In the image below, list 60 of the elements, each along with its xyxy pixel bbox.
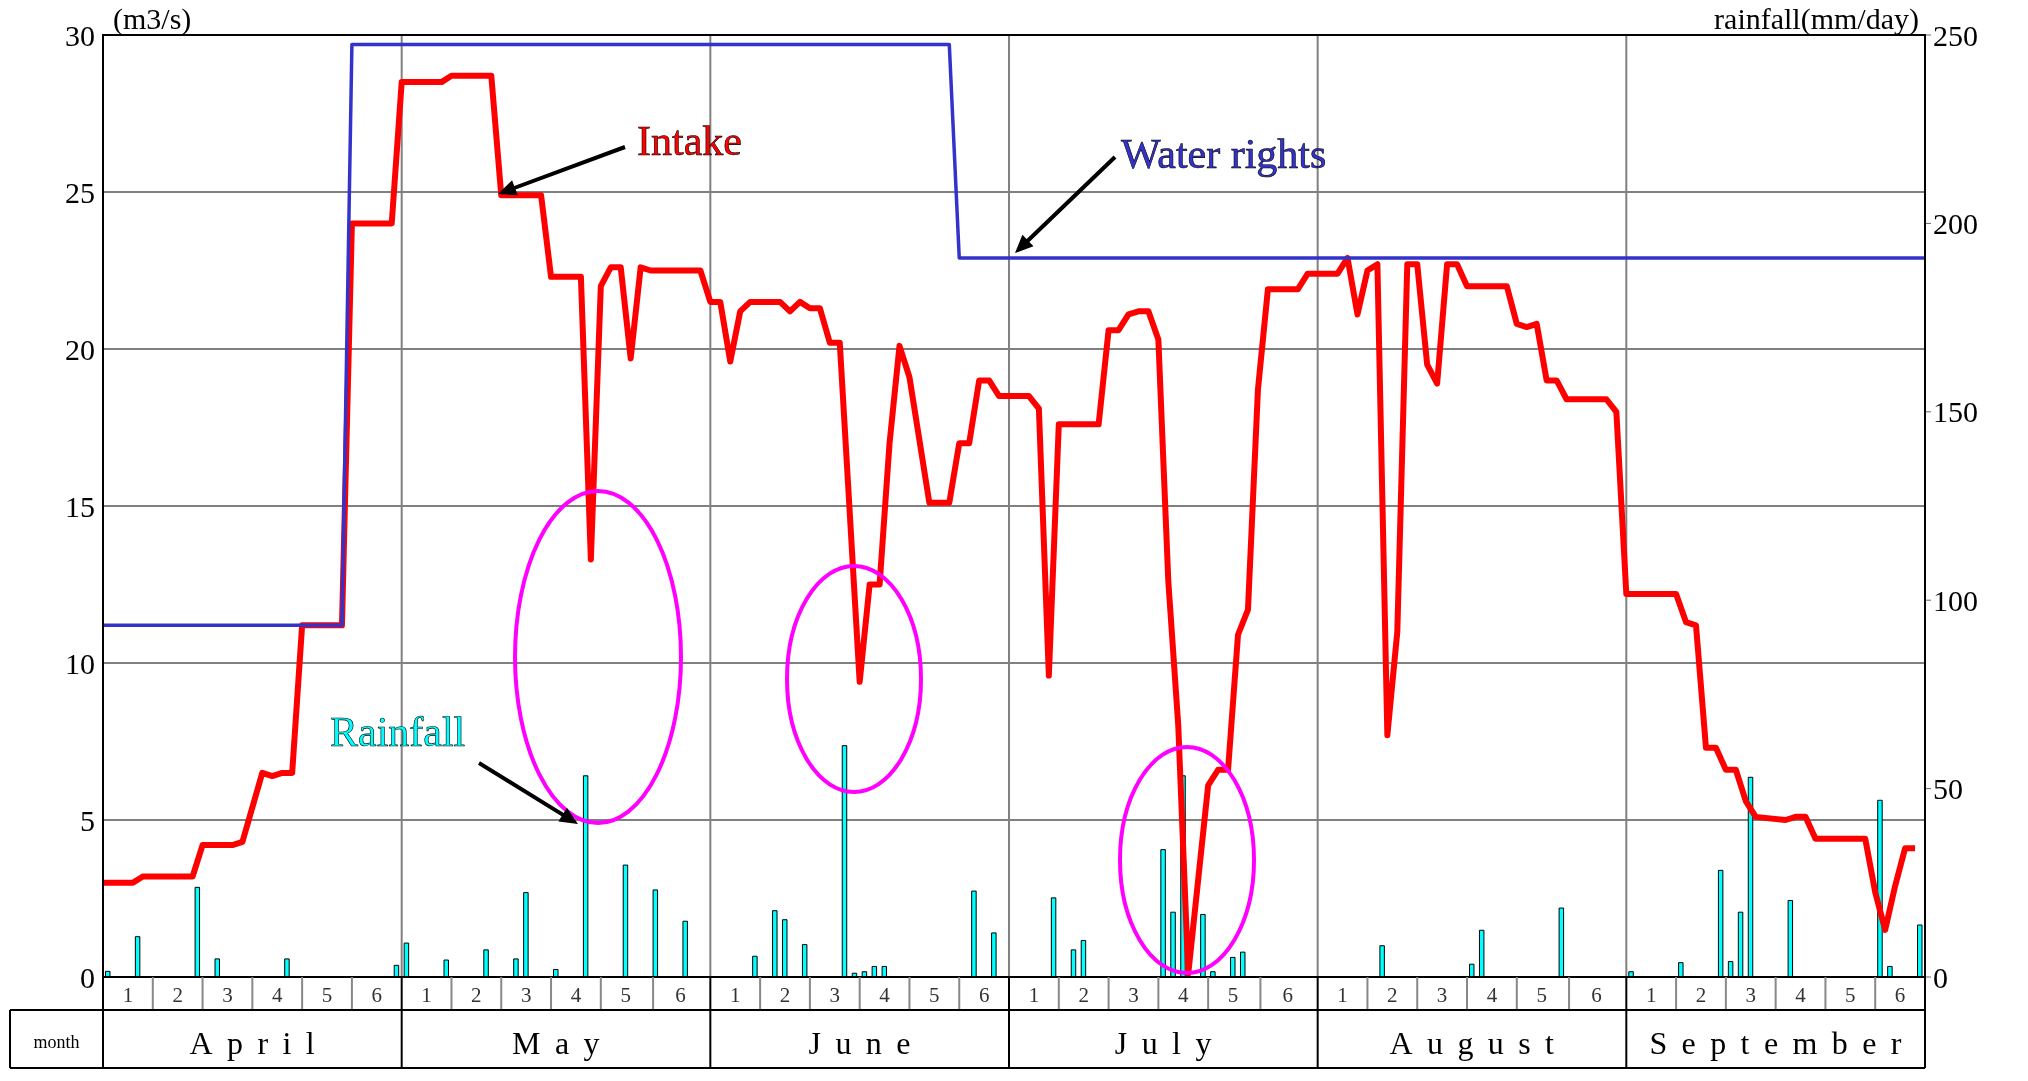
y2-tick-label: 200 xyxy=(1933,207,1978,241)
text: Intake xyxy=(637,118,742,164)
x-tick-label: 2 xyxy=(779,983,791,1007)
y-tick-label: 30 xyxy=(65,18,95,52)
x-tick-label: 6 xyxy=(978,983,990,1007)
y2-tick-label: 50 xyxy=(1933,772,1963,806)
x-tick-label: 3 xyxy=(520,983,532,1007)
y-axis-title: (m3/s) xyxy=(113,2,192,36)
x-tick-label: 2 xyxy=(1695,983,1707,1007)
y-tick-label: 10 xyxy=(65,646,95,680)
x-tick-label: 1 xyxy=(1028,983,1040,1007)
x-tick-label: 6 xyxy=(1894,983,1906,1007)
y2-tick-label: 250 xyxy=(1933,18,1978,52)
x-tick-label: 3 xyxy=(829,983,841,1007)
y2-tick-label: 150 xyxy=(1933,395,1978,429)
x-tick-label: 4 xyxy=(271,983,283,1007)
x-tick-label: 6 xyxy=(1282,983,1294,1007)
text: August xyxy=(1389,1025,1569,1061)
x-tick-label: 1 xyxy=(1645,983,1657,1007)
y-tick-label: 15 xyxy=(65,489,95,523)
x-tick-label: 3 xyxy=(1436,983,1448,1007)
x-tick-label: 1 xyxy=(729,983,741,1007)
y2-tick-label: 0 xyxy=(1933,960,1948,994)
y-tick-label: 0 xyxy=(80,960,95,994)
y-tick-label: 20 xyxy=(65,332,95,366)
x-tick-label: 2 xyxy=(1078,983,1089,1007)
x-tick-label: 5 xyxy=(1227,983,1239,1007)
text: April xyxy=(189,1025,330,1061)
x-tick-label: 4 xyxy=(570,983,582,1007)
y2-axis-title: rainfall(mm/day) xyxy=(1714,2,1919,36)
x-tick-label: 1 xyxy=(122,983,134,1007)
x-tick-label: 5 xyxy=(929,983,940,1007)
x-tick-label: 2 xyxy=(172,983,183,1007)
x-tick-label: 5 xyxy=(1536,983,1547,1007)
x-tick-label: 5 xyxy=(620,983,631,1007)
text: Rainfall xyxy=(330,709,466,755)
x-tick-label: 4 xyxy=(1486,983,1498,1007)
x-tick-label: 3 xyxy=(1128,983,1139,1007)
text: May xyxy=(512,1025,614,1061)
x-tick-label: 4 xyxy=(879,983,891,1007)
text: July xyxy=(1114,1025,1226,1061)
x-tick-label: 3 xyxy=(1745,983,1757,1007)
x-tick-label: 6 xyxy=(1591,983,1602,1007)
x-tick-label: 1 xyxy=(1337,983,1348,1007)
x-tick-label: 6 xyxy=(675,983,686,1007)
x-tick-label: 3 xyxy=(222,983,233,1007)
x-tick-label: 1 xyxy=(421,983,432,1007)
y-tick-label: 25 xyxy=(65,175,95,209)
x-tick-label: 6 xyxy=(371,983,383,1007)
y2-tick-label: 100 xyxy=(1933,583,1978,617)
x-tick-label: 2 xyxy=(471,983,482,1007)
text: month xyxy=(33,1032,80,1052)
x-tick-label: 4 xyxy=(1795,983,1807,1007)
text: June xyxy=(808,1025,925,1061)
x-tick-label: 5 xyxy=(321,983,333,1007)
y-tick-label: 5 xyxy=(80,803,95,837)
x-tick-label: 4 xyxy=(1178,983,1190,1007)
x-tick-label: 2 xyxy=(1387,983,1398,1007)
x-tick-label: 5 xyxy=(1845,983,1856,1007)
text: September xyxy=(1649,1025,1916,1061)
